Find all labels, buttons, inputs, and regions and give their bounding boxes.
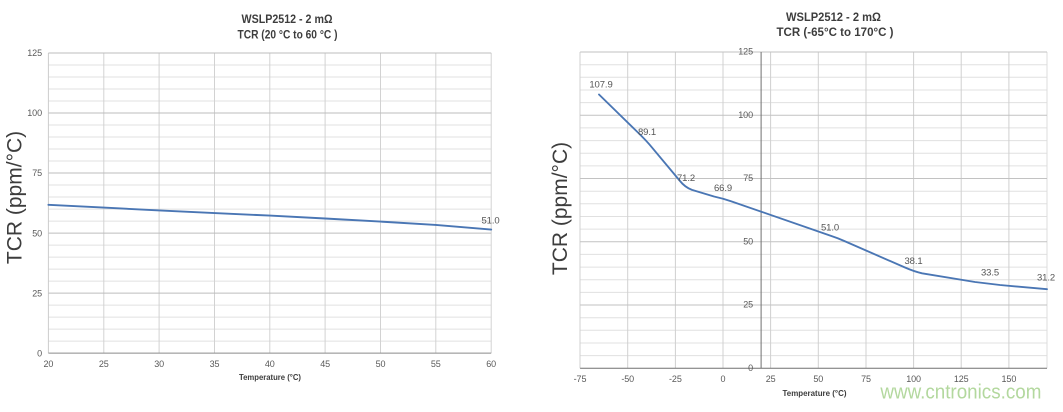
- svg-text:50: 50: [743, 236, 753, 246]
- svg-text:50: 50: [32, 228, 42, 238]
- svg-text:20: 20: [43, 359, 53, 369]
- svg-text:-75: -75: [574, 374, 587, 384]
- svg-text:TCR (ppm/°C): TCR (ppm/°C): [3, 131, 26, 264]
- svg-text:107.9: 107.9: [589, 80, 612, 91]
- svg-text:125: 125: [954, 374, 969, 384]
- svg-text:TCR (20 °C to 60 °C ): TCR (20 °C to 60 °C ): [238, 27, 338, 41]
- svg-text:75: 75: [861, 374, 871, 384]
- svg-text:0: 0: [721, 374, 726, 384]
- svg-text:WSLP2512 - 2 mΩ: WSLP2512 - 2 mΩ: [242, 12, 333, 26]
- svg-text:150: 150: [1002, 374, 1017, 384]
- svg-text:100: 100: [27, 108, 42, 118]
- svg-text:51.0: 51.0: [821, 223, 839, 234]
- svg-text:25: 25: [32, 288, 42, 298]
- svg-text:Temperature (°C): Temperature (°C): [239, 372, 301, 382]
- svg-text:-50: -50: [621, 374, 634, 384]
- svg-text:55: 55: [431, 359, 441, 369]
- svg-text:35: 35: [210, 359, 220, 369]
- svg-text:33.5: 33.5: [981, 268, 999, 279]
- svg-text:Temperature (°C): Temperature (°C): [783, 388, 847, 398]
- svg-text:40: 40: [265, 359, 275, 369]
- svg-text:75: 75: [32, 168, 42, 178]
- svg-text:50: 50: [813, 374, 823, 384]
- svg-text:100: 100: [906, 374, 921, 384]
- svg-text:89.1: 89.1: [638, 127, 656, 138]
- svg-text:-25: -25: [669, 374, 682, 384]
- svg-text:60: 60: [486, 359, 496, 369]
- svg-text:0: 0: [37, 348, 42, 358]
- svg-text:TCR (ppm/°C): TCR (ppm/°C): [549, 142, 572, 275]
- svg-text:100: 100: [738, 110, 753, 120]
- svg-text:71.2: 71.2: [677, 173, 695, 184]
- svg-text:25: 25: [743, 300, 753, 310]
- svg-text:125: 125: [27, 48, 42, 58]
- svg-text:38.1: 38.1: [904, 256, 922, 267]
- svg-text:25: 25: [99, 359, 109, 369]
- svg-text:30: 30: [154, 359, 164, 369]
- svg-text:www.cntronics.com: www.cntronics.com: [879, 382, 1041, 404]
- svg-text:25: 25: [766, 374, 776, 384]
- svg-text:0: 0: [748, 363, 753, 373]
- svg-text:50: 50: [376, 359, 386, 369]
- svg-text:125: 125: [738, 47, 753, 57]
- svg-text:75: 75: [743, 173, 753, 183]
- svg-text:51.0: 51.0: [481, 216, 499, 227]
- svg-text:31.2: 31.2: [1037, 273, 1055, 284]
- svg-text:WSLP2512 - 2 mΩ: WSLP2512 - 2 mΩ: [786, 10, 881, 24]
- svg-text:66.9: 66.9: [714, 183, 732, 194]
- svg-text:TCR (-65°C to 170°C ): TCR (-65°C to 170°C ): [777, 25, 894, 39]
- svg-text:45: 45: [320, 359, 330, 369]
